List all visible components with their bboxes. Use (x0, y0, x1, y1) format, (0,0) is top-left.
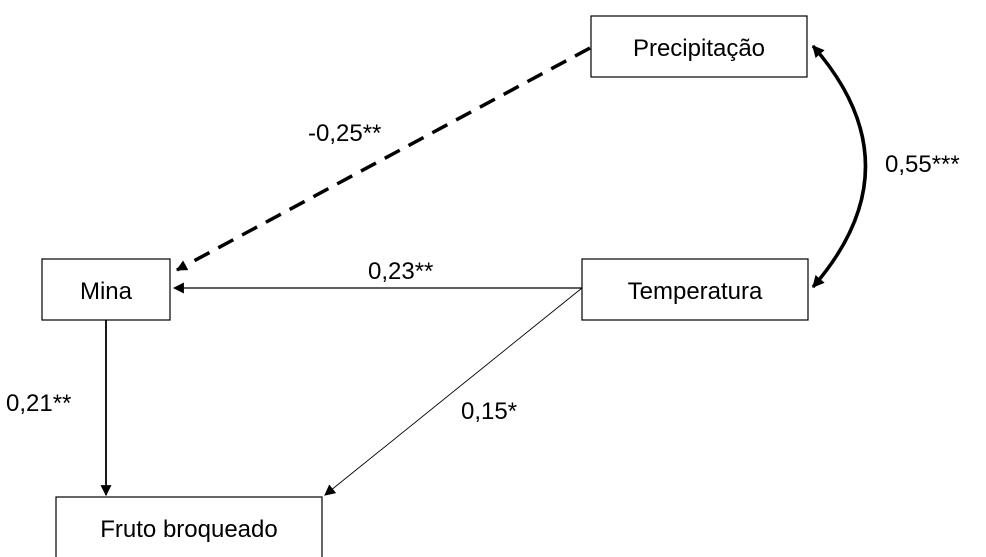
node-mina-label: Mina (80, 278, 133, 305)
edge-label-mina-fruto: 0,21** (6, 390, 71, 417)
edge-temperatura-to-fruto (324, 287, 583, 496)
edge-label-temperatura-mina: 0,23** (368, 258, 433, 285)
edge-label-precipitacao-mina: -0,25** (308, 120, 381, 147)
node-temperatura: Temperatura (581, 258, 809, 321)
edge-precipitacao-temperatura-correlation (811, 44, 868, 289)
edge-precipitacao-to-mina (176, 46, 591, 272)
node-fruto-broqueado: Fruto broqueado (55, 496, 323, 557)
node-precipitacao: Precipitação (590, 15, 808, 78)
node-temperatura-label: Temperatura (628, 278, 763, 305)
node-fruto-broqueado-label: Fruto broqueado (100, 516, 277, 543)
edge-label-temperatura-fruto: 0,15* (461, 398, 517, 425)
node-precipitacao-label: Precipitação (633, 35, 765, 62)
edge-label-precipitacao-temperatura: 0,55*** (885, 151, 960, 178)
node-mina: Mina (41, 258, 171, 321)
